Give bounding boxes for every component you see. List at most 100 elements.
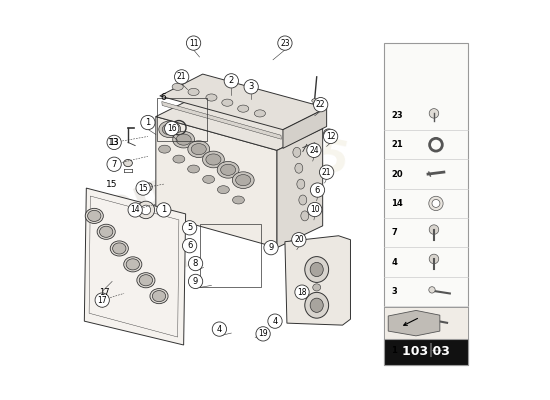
Text: 2: 2 (229, 76, 234, 85)
Circle shape (189, 274, 203, 288)
Text: 9: 9 (268, 243, 274, 252)
Text: 7: 7 (112, 160, 117, 169)
Circle shape (189, 256, 203, 271)
Circle shape (212, 322, 227, 336)
Bar (384, 43, 468, 365)
Circle shape (264, 240, 278, 255)
Ellipse shape (124, 257, 142, 272)
Text: 14: 14 (392, 199, 403, 208)
Circle shape (107, 157, 122, 171)
Ellipse shape (323, 129, 334, 138)
Circle shape (323, 129, 338, 144)
Circle shape (432, 200, 440, 207)
Ellipse shape (126, 259, 140, 270)
Bar (384, 339, 468, 365)
Text: 19: 19 (258, 329, 268, 338)
Text: 23: 23 (280, 38, 290, 48)
Text: 24: 24 (309, 146, 319, 155)
Text: 18: 18 (297, 288, 307, 297)
Ellipse shape (176, 134, 191, 145)
Circle shape (183, 238, 197, 253)
Ellipse shape (206, 94, 217, 101)
Ellipse shape (159, 121, 180, 138)
Polygon shape (162, 102, 282, 139)
Circle shape (320, 165, 334, 179)
Circle shape (429, 109, 439, 118)
Text: 17: 17 (97, 296, 107, 305)
FancyArrowPatch shape (404, 318, 417, 325)
Text: 9: 9 (193, 277, 198, 286)
Text: 10: 10 (310, 205, 320, 214)
Text: 1: 1 (161, 206, 167, 214)
Ellipse shape (202, 151, 224, 168)
Circle shape (278, 36, 292, 50)
Ellipse shape (295, 163, 303, 173)
Text: 17: 17 (98, 288, 109, 297)
Circle shape (157, 203, 171, 217)
Text: 1: 1 (392, 346, 397, 355)
Ellipse shape (217, 162, 239, 178)
Circle shape (224, 74, 239, 88)
Ellipse shape (236, 174, 251, 186)
Circle shape (107, 135, 122, 150)
Circle shape (141, 205, 151, 215)
Text: 8: 8 (193, 259, 198, 268)
Text: 14: 14 (130, 206, 140, 214)
Circle shape (292, 232, 306, 247)
Text: 3: 3 (392, 287, 397, 296)
Ellipse shape (310, 298, 323, 312)
Text: 4: 4 (217, 324, 222, 334)
Ellipse shape (254, 110, 266, 117)
Polygon shape (84, 188, 186, 345)
Ellipse shape (217, 186, 229, 194)
Ellipse shape (203, 175, 214, 183)
Text: 5: 5 (187, 223, 192, 232)
Ellipse shape (100, 226, 113, 237)
Ellipse shape (172, 83, 183, 90)
Ellipse shape (146, 183, 152, 191)
Ellipse shape (137, 273, 155, 288)
Circle shape (137, 201, 155, 219)
Text: 23: 23 (392, 111, 403, 120)
Ellipse shape (173, 131, 195, 148)
Bar (384, 307, 468, 339)
Circle shape (310, 183, 324, 197)
Text: 6: 6 (315, 186, 320, 194)
Text: 2: 2 (392, 316, 397, 325)
Ellipse shape (188, 165, 200, 173)
Text: a par: a par (96, 240, 199, 306)
Ellipse shape (124, 160, 133, 167)
Ellipse shape (152, 290, 166, 302)
Text: europ: europ (96, 134, 257, 234)
Ellipse shape (293, 147, 301, 157)
Ellipse shape (206, 154, 221, 165)
Ellipse shape (299, 195, 307, 205)
Circle shape (244, 80, 258, 94)
Circle shape (429, 287, 435, 293)
Text: 1: 1 (145, 118, 151, 127)
Text: 20: 20 (294, 235, 304, 244)
Circle shape (314, 98, 328, 112)
Circle shape (268, 314, 282, 328)
Circle shape (164, 121, 179, 136)
Ellipse shape (305, 292, 329, 318)
Text: 21: 21 (322, 168, 332, 177)
Ellipse shape (238, 105, 249, 112)
Ellipse shape (150, 288, 168, 304)
Ellipse shape (301, 211, 309, 221)
Ellipse shape (113, 243, 126, 254)
Text: 21: 21 (177, 72, 186, 81)
Bar (200, 224, 261, 287)
Ellipse shape (173, 155, 185, 163)
Ellipse shape (158, 145, 170, 153)
Text: 3: 3 (249, 82, 254, 91)
Text: 11: 11 (189, 38, 199, 48)
Text: 21: 21 (392, 140, 403, 149)
Circle shape (295, 285, 309, 299)
Circle shape (429, 196, 443, 210)
Circle shape (307, 143, 321, 158)
Text: 103 03: 103 03 (402, 346, 450, 358)
Polygon shape (285, 236, 350, 325)
Circle shape (136, 181, 150, 195)
Text: 15: 15 (106, 180, 117, 190)
